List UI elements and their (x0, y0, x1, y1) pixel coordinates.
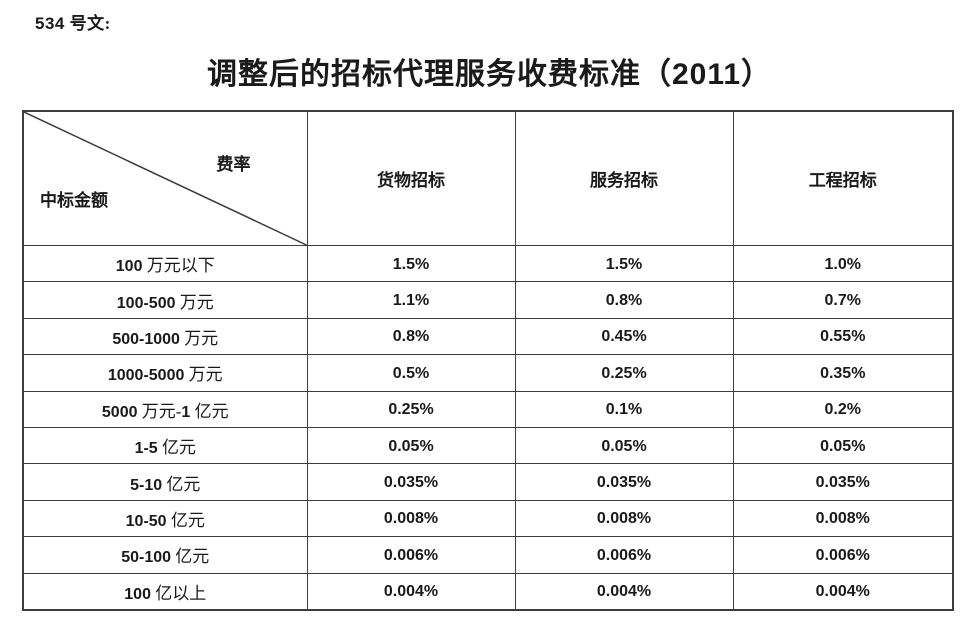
fee-value: 0.035% (514, 463, 734, 501)
table-row: 500-1000 万元 0.8% 0.45% 0.55% (22, 317, 954, 356)
fee-value: 0.5% (306, 354, 516, 392)
row-label: 1-5 亿元 (22, 426, 308, 465)
column-header-engineering-bidding: 工程招标 (732, 110, 954, 246)
table-row: 10-50 亿元 0.008% 0.008% 0.008% (22, 499, 954, 538)
column-header-service-bidding: 服务招标 (514, 110, 734, 246)
corner-label-rate: 费率 (216, 155, 251, 174)
fee-value: 0.7% (732, 281, 954, 319)
page-title: 调整后的招标代理服务收费标准（2011） (206, 58, 773, 91)
fee-value: 1.0% (732, 244, 954, 283)
table-row: 1-5 亿元 0.05% 0.05% 0.05% (22, 426, 954, 465)
row-label: 5-10 亿元 (22, 463, 308, 501)
fee-value: 0.1% (514, 390, 734, 428)
table-row: 1000-5000 万元 0.5% 0.25% 0.35% (22, 354, 954, 392)
fee-value: 0.004% (306, 572, 516, 611)
row-label: 50-100 亿元 (22, 536, 308, 574)
row-label: 500-1000 万元 (22, 317, 308, 356)
fee-value: 0.006% (306, 536, 516, 574)
fee-value: 1.1% (306, 281, 516, 319)
table-row: 100-500 万元 1.1% 0.8% 0.7% (22, 281, 954, 319)
table-row: 50-100 亿元 0.006% 0.006% 0.006% (22, 536, 954, 574)
fee-value: 0.45% (514, 317, 734, 356)
fee-value: 0.8% (306, 317, 516, 356)
table-row: 100 亿以上 0.004% 0.004% 0.004% (22, 572, 954, 611)
fee-value: 0.25% (514, 354, 734, 392)
corner-label-amount: 中标金额 (40, 191, 108, 210)
fee-value: 0.006% (514, 536, 734, 574)
fee-table: 费率 中标金额 货物招标 服务招标 工程招标 100 万元以下 1.5% 1.5… (22, 110, 954, 611)
fee-value: 0.004% (732, 572, 954, 611)
row-label: 5000 万元-1 亿元 (22, 390, 308, 428)
fee-value: 0.008% (514, 499, 734, 538)
fee-value: 0.05% (514, 426, 734, 465)
fee-value: 0.05% (732, 426, 954, 465)
fee-value: 0.05% (306, 426, 516, 465)
table-row: 5000 万元-1 亿元 0.25% 0.1% 0.2% (22, 390, 954, 428)
table-header-row: 费率 中标金额 货物招标 服务招标 工程招标 (22, 110, 954, 246)
row-label: 10-50 亿元 (22, 499, 308, 538)
fee-value: 0.035% (732, 463, 954, 501)
diagonal-header-cell: 费率 中标金额 (22, 110, 308, 246)
table-row: 5-10 亿元 0.035% 0.035% 0.035% (22, 463, 954, 501)
fee-value: 0.006% (732, 536, 954, 574)
table-row: 100 万元以下 1.5% 1.5% 1.0% (22, 244, 954, 283)
column-header-goods-bidding: 货物招标 (306, 110, 516, 246)
fee-value: 0.004% (514, 572, 734, 611)
doc-number-label: 534 号文: (35, 14, 111, 33)
diagonal-divider-line (24, 112, 307, 245)
fee-value: 0.8% (514, 281, 734, 319)
fee-value: 0.25% (306, 390, 516, 428)
fee-value: 0.35% (732, 354, 954, 392)
row-label: 100 亿以上 (22, 572, 308, 611)
fee-value: 0.55% (732, 317, 954, 356)
fee-value: 0.2% (732, 390, 954, 428)
fee-value: 0.008% (732, 499, 954, 538)
row-label: 1000-5000 万元 (22, 354, 308, 392)
fee-value: 1.5% (306, 244, 516, 283)
row-label: 100-500 万元 (22, 281, 308, 319)
row-label: 100 万元以下 (22, 244, 308, 283)
fee-value: 0.035% (306, 463, 516, 501)
fee-value: 1.5% (514, 244, 734, 283)
fee-value: 0.008% (306, 499, 516, 538)
